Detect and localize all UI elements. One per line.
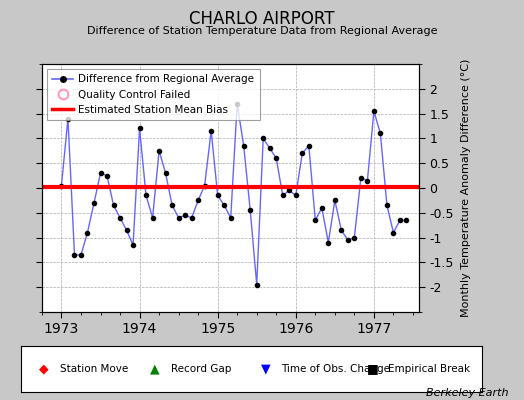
- Text: ◆: ◆: [39, 362, 49, 376]
- Text: ▲: ▲: [150, 362, 160, 376]
- Text: Station Move: Station Move: [60, 364, 128, 374]
- Text: ■: ■: [367, 362, 378, 376]
- Text: Berkeley Earth: Berkeley Earth: [426, 388, 508, 398]
- Text: Record Gap: Record Gap: [171, 364, 231, 374]
- Text: Empirical Break: Empirical Break: [388, 364, 470, 374]
- Text: Time of Obs. Change: Time of Obs. Change: [281, 364, 390, 374]
- Text: CHARLO AIRPORT: CHARLO AIRPORT: [189, 10, 335, 28]
- Text: Difference of Station Temperature Data from Regional Average: Difference of Station Temperature Data f…: [87, 26, 437, 36]
- Y-axis label: Monthly Temperature Anomaly Difference (°C): Monthly Temperature Anomaly Difference (…: [461, 59, 471, 317]
- Text: ▼: ▼: [261, 362, 270, 376]
- Legend: Difference from Regional Average, Quality Control Failed, Estimated Station Mean: Difference from Regional Average, Qualit…: [47, 69, 259, 120]
